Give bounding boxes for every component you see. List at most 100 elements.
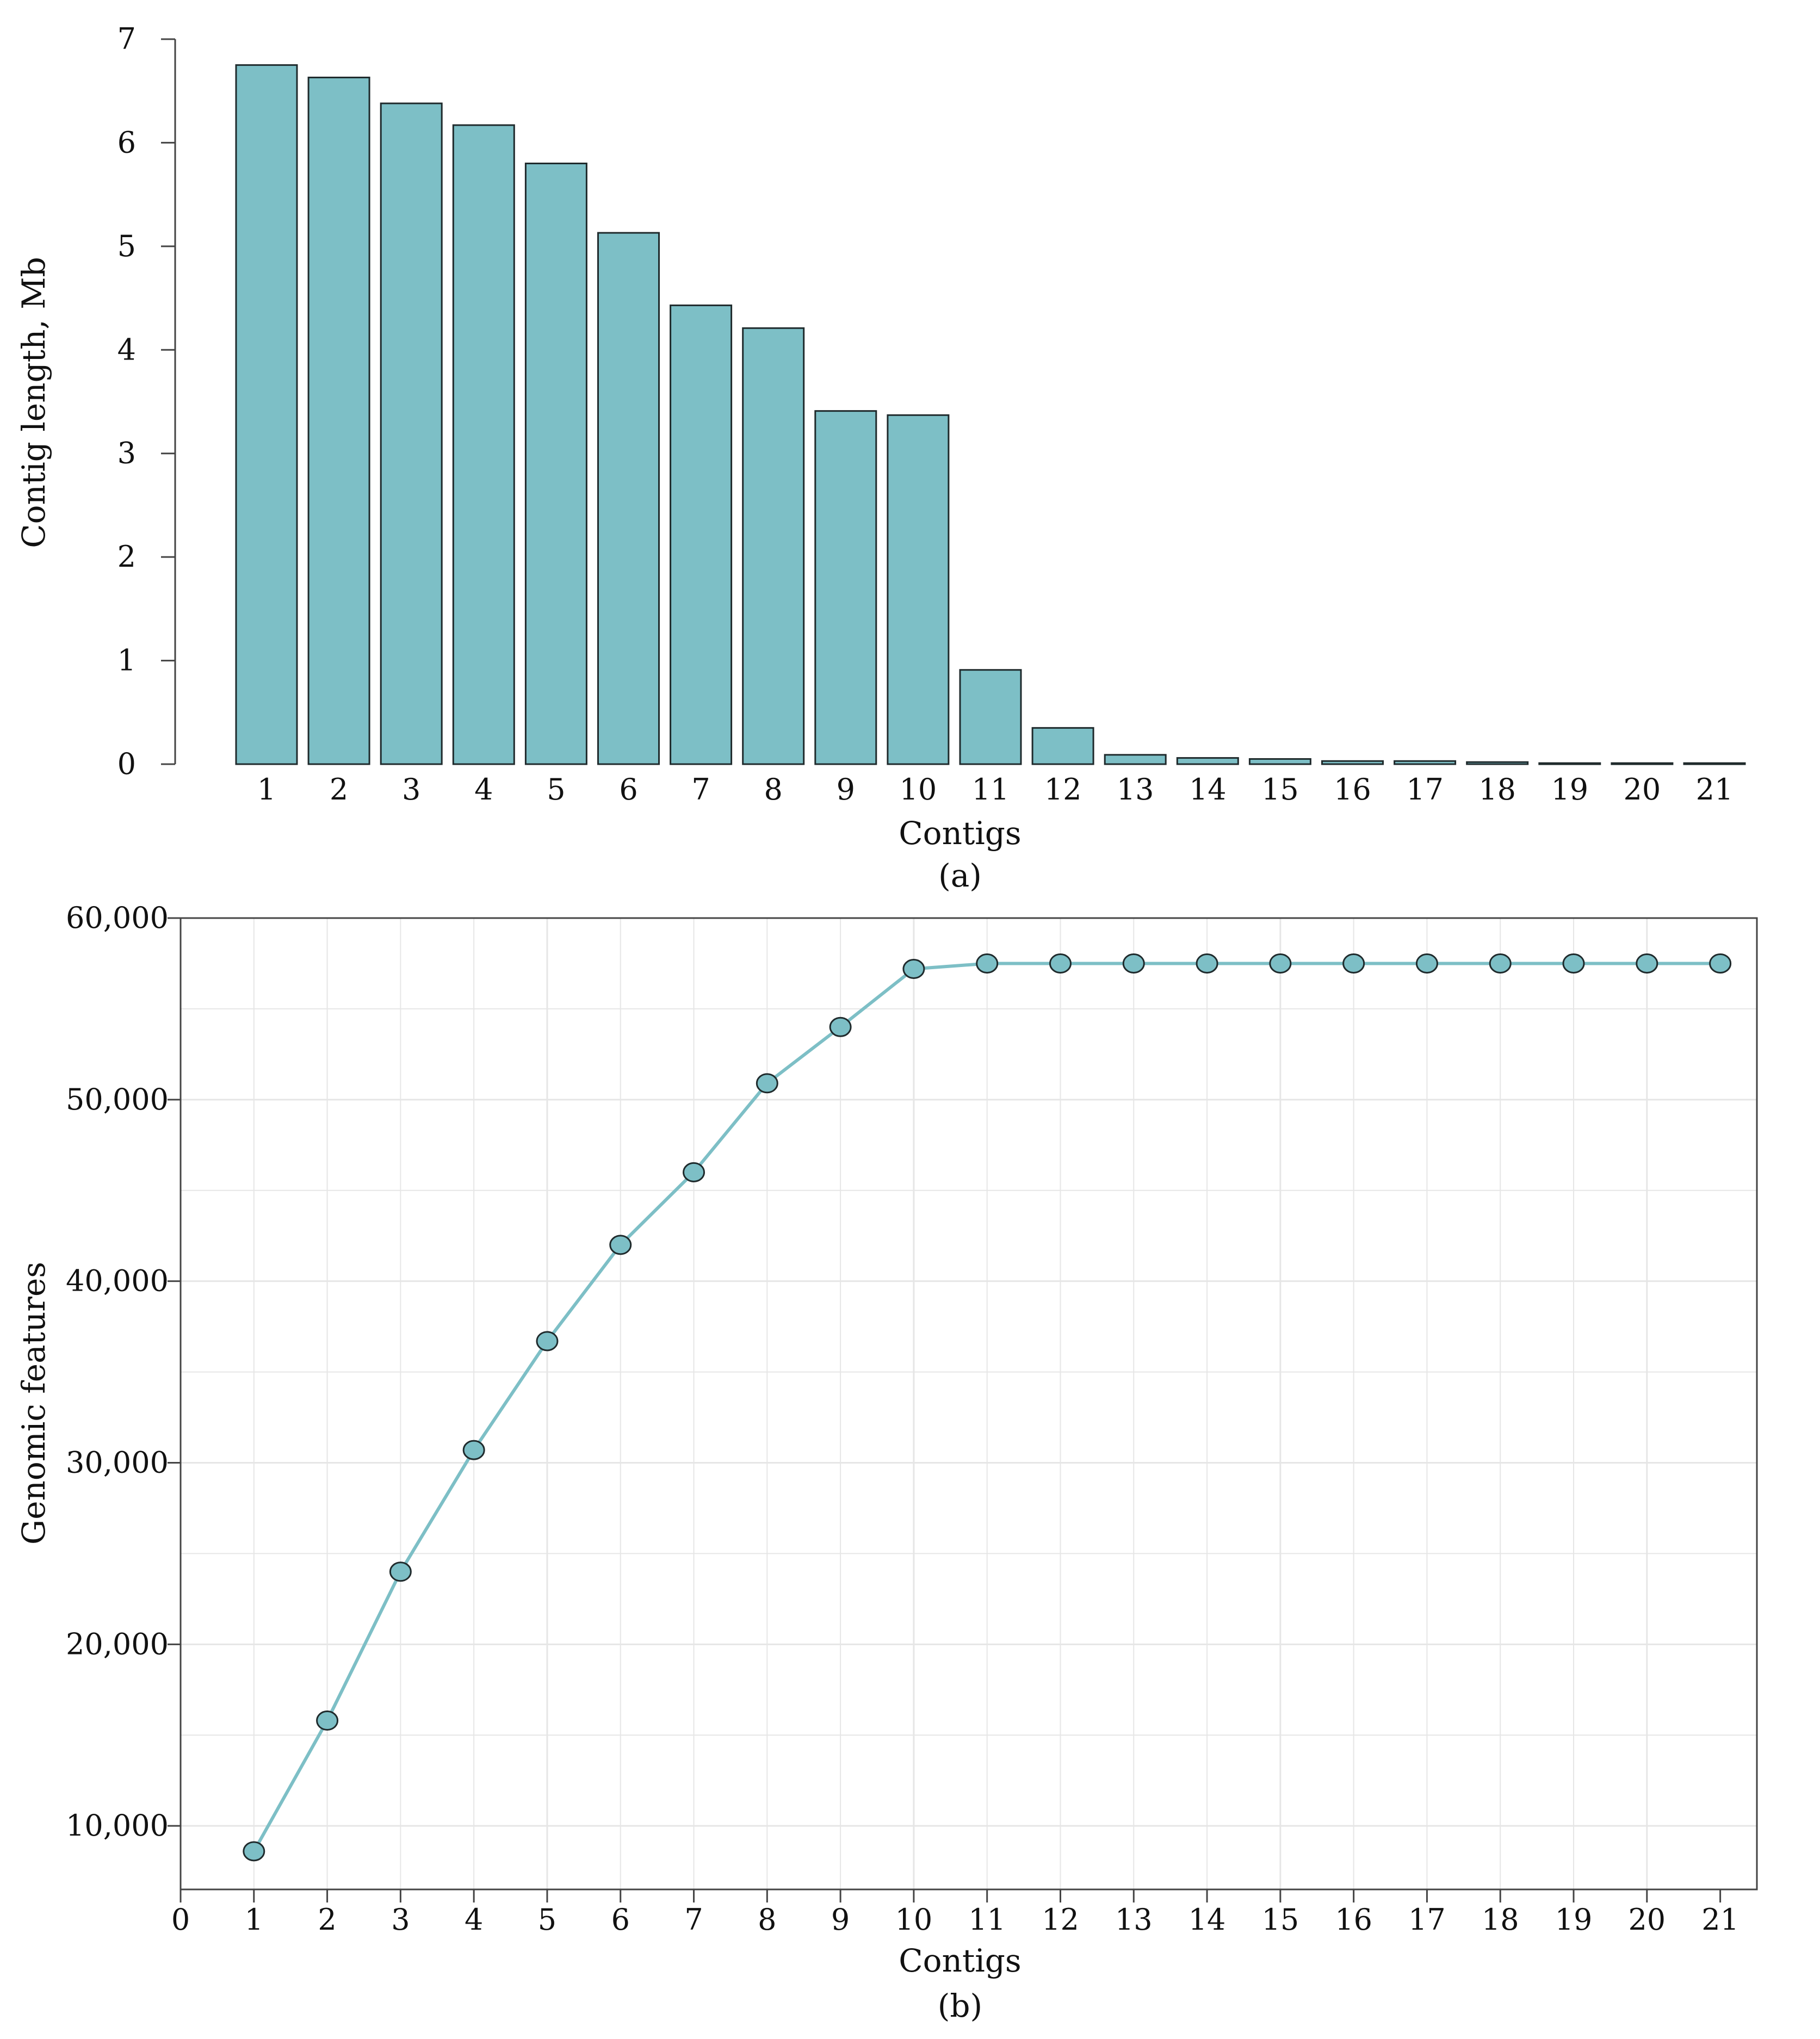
x-tick-label: 15 [1261, 772, 1299, 807]
x-tick-label: 12 [1042, 1902, 1079, 1937]
x-tick-label: 17 [1408, 1902, 1446, 1937]
data-point [1269, 953, 1292, 974]
bar [670, 304, 733, 765]
x-tick-label: 1 [245, 1902, 263, 1937]
bar [597, 232, 660, 765]
panel-a-x-axis-title: Contigs [899, 815, 1021, 852]
y-tick-label: 50,000 [66, 1082, 169, 1117]
y-tick-label: 6 [117, 125, 136, 159]
panel-a-y-axis-title: Contig length, Mb [15, 257, 52, 548]
bar [959, 669, 1022, 765]
y-tick-label: 10,000 [66, 1808, 169, 1843]
x-tick-label: 18 [1478, 772, 1516, 807]
data-point [1415, 953, 1438, 974]
x-tick-label: 0 [171, 1902, 190, 1937]
x-tick-label: 6 [611, 1902, 630, 1937]
x-tick-label: 8 [758, 1902, 776, 1937]
x-tick-label: 21 [1696, 772, 1734, 807]
x-tick-label: 19 [1551, 772, 1588, 807]
x-tick-label: 13 [1115, 1902, 1153, 1937]
y-tick-label: 4 [117, 332, 136, 367]
bar [1321, 760, 1384, 765]
x-tick-label: 12 [1044, 772, 1082, 807]
x-tick-label: 14 [1188, 1902, 1226, 1937]
x-tick-label: 8 [764, 772, 783, 807]
panel-b-plot-frame [179, 917, 1758, 1891]
y-tick-label: 5 [117, 229, 136, 263]
x-tick-label: 7 [691, 772, 710, 807]
panel-a-x-tick-labels: 1 2 3 4 5 6 7 8 9 10 11 12 13 14 15 16 17 18 19 20 21 [257, 772, 1734, 807]
bar [1466, 761, 1529, 765]
bar [887, 414, 950, 765]
data-point [1562, 953, 1585, 974]
x-tick-label: 20 [1628, 1902, 1666, 1937]
y-tick-label: 20,000 [66, 1627, 169, 1661]
data-point [1636, 953, 1658, 974]
y-tick-label: 40,000 [66, 1264, 169, 1298]
x-tick-label: 20 [1624, 772, 1661, 807]
bar [814, 410, 877, 765]
x-tick-label: 21 [1701, 1902, 1739, 1937]
panel-b-gridlines [179, 917, 1757, 1889]
data-point [316, 1710, 339, 1731]
x-tick-label: 9 [837, 772, 855, 807]
y-tick-label: 2 [117, 540, 136, 574]
y-tick-label: 3 [117, 436, 136, 470]
x-tick-label: 6 [619, 772, 637, 807]
bar [235, 64, 298, 765]
panel-a-bars [235, 64, 1746, 765]
data-point [462, 1440, 485, 1460]
y-tick-label: 60,000 [66, 901, 169, 935]
data-point [389, 1561, 412, 1582]
bar [1248, 758, 1311, 765]
panel-a-y-tick-labels: 0 1 2 3 4 5 6 7 [117, 22, 136, 781]
data-point [1122, 953, 1145, 974]
panel-a-caption: (a) [938, 857, 982, 894]
panel-b-x-axis-title: Contigs [899, 1942, 1021, 1979]
bar [742, 327, 805, 765]
x-tick-label: 10 [895, 1902, 933, 1937]
data-point [902, 958, 925, 979]
data-point [1049, 953, 1072, 974]
bar [1176, 757, 1239, 765]
y-tick-label: 30,000 [66, 1445, 169, 1479]
x-tick-label: 1 [257, 772, 276, 807]
x-tick-label: 19 [1555, 1902, 1593, 1937]
x-tick-label: 10 [900, 772, 937, 807]
panel-b-y-axis-title: Genomic features [15, 1262, 52, 1545]
bar [380, 102, 443, 765]
panel-b-y-ticks [168, 917, 181, 1827]
bar [1394, 760, 1457, 765]
x-tick-label: 11 [968, 1902, 1006, 1937]
data-point [683, 1162, 705, 1182]
bar [524, 163, 587, 765]
y-tick-label: 7 [117, 22, 136, 56]
panel-b-line-chart: 0 1 2 3 4 5 6 7 8 9 10 11 12 13 14 15 16 17 18 19 20 21 10,00… [15, 901, 1758, 2024]
data-point [536, 1331, 559, 1352]
bar [1538, 762, 1601, 765]
data-point [1196, 953, 1218, 974]
x-tick-label: 5 [547, 772, 565, 807]
bar [1683, 762, 1746, 765]
panel-b-points [243, 953, 1732, 1862]
data-point [829, 1017, 852, 1037]
data-point [976, 953, 999, 974]
x-tick-label: 15 [1262, 1902, 1299, 1937]
x-tick-label: 17 [1406, 772, 1444, 807]
data-point [243, 1841, 265, 1862]
x-tick-label: 4 [465, 1902, 483, 1937]
bar [307, 76, 370, 765]
data-point [1489, 953, 1512, 974]
x-tick-label: 4 [474, 772, 493, 807]
x-tick-label: 18 [1482, 1902, 1519, 1937]
y-tick-label: 1 [117, 643, 136, 678]
x-tick-label: 3 [402, 772, 420, 807]
panel-b-caption: (b) [938, 1987, 982, 2024]
panel-a-y-ticks [161, 38, 175, 765]
x-tick-label: 3 [391, 1902, 410, 1937]
y-tick-label: 0 [117, 747, 136, 781]
x-tick-label: 13 [1117, 772, 1154, 807]
x-tick-label: 16 [1335, 1902, 1372, 1937]
